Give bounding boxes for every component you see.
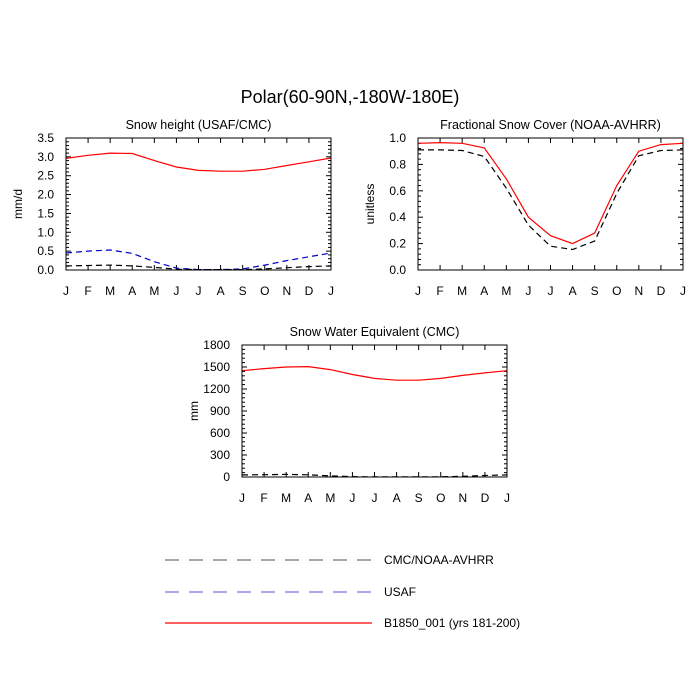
series-line-cmc-noaa-avhrr bbox=[418, 149, 684, 251]
y-tick-label: 2.0 bbox=[37, 188, 54, 202]
y-tick-label: 2.5 bbox=[37, 169, 54, 183]
chart-panels: Snow height (USAF/CMC)mm/dJ F M A M J J A S O N D J0… bbox=[11, 118, 686, 505]
x-tick-label: F bbox=[260, 491, 267, 505]
y-axis-label: unitless bbox=[363, 184, 377, 225]
chart-panel-1: Snow height (USAF/CMC)mm/dJ F M A M J J A S O N D J0… bbox=[11, 118, 334, 298]
x-tick-label: O bbox=[260, 284, 269, 298]
y-axis-label: mm/d bbox=[11, 189, 25, 219]
y-tick-label: 1.0 bbox=[37, 225, 54, 239]
x-tick-label: J bbox=[525, 284, 531, 298]
panel-title: Snow height (USAF/CMC) bbox=[126, 118, 272, 132]
x-tick-label: J bbox=[328, 284, 334, 298]
legend-item: CMC/NOAA-AVHRR bbox=[165, 553, 494, 567]
y-tick-label: 0.6 bbox=[389, 184, 406, 198]
y-tick-label: 1200 bbox=[203, 382, 230, 396]
x-tick-label: M bbox=[149, 284, 159, 298]
x-tick-label: A bbox=[393, 491, 401, 505]
x-tick-label: J bbox=[63, 284, 69, 298]
series-line-b1850-001-yrs-181-200 bbox=[417, 141, 684, 245]
x-tick-label: J bbox=[349, 491, 355, 505]
legend-item: USAF bbox=[165, 585, 416, 599]
panel-title: Snow Water Equivalent (CMC) bbox=[290, 325, 460, 339]
x-tick-label: J bbox=[415, 284, 421, 298]
x-tick-label: O bbox=[436, 491, 445, 505]
x-tick-label: J bbox=[372, 491, 378, 505]
x-tick-label: A bbox=[128, 284, 136, 298]
panel-title: Fractional Snow Cover (NOAA-AVHRR) bbox=[440, 118, 661, 132]
series-line-b1850-001-yrs-181-200 bbox=[241, 365, 508, 381]
x-tick-label: F bbox=[436, 284, 443, 298]
x-tick-label: D bbox=[481, 491, 490, 505]
legend-label: CMC/NOAA-AVHRR bbox=[384, 553, 494, 567]
plot-frame bbox=[241, 344, 508, 478]
y-tick-label: 0 bbox=[223, 470, 230, 484]
x-tick-label: J bbox=[680, 284, 686, 298]
y-tick-label: 0.0 bbox=[37, 263, 54, 277]
legend-item: B1850_001 (yrs 181-200) bbox=[165, 616, 520, 630]
x-tick-label: A bbox=[480, 284, 488, 298]
x-tick-label: D bbox=[305, 284, 314, 298]
x-tick-label: J bbox=[196, 284, 202, 298]
legend: CMC/NOAA-AVHRR USAF B1850_001 (yrs 181-200… bbox=[165, 553, 520, 630]
y-tick-label: 0.0 bbox=[389, 263, 406, 277]
x-tick-label: M bbox=[457, 284, 467, 298]
x-tick-label: J bbox=[548, 284, 554, 298]
x-tick-label: J bbox=[504, 491, 510, 505]
y-tick-label: 300 bbox=[210, 448, 230, 462]
x-tick-label: D bbox=[657, 284, 666, 298]
x-tick-label: M bbox=[325, 491, 335, 505]
figure-title: Polar(60-90N,-180W-180E) bbox=[241, 87, 460, 107]
y-tick-label: 0.4 bbox=[389, 210, 406, 224]
y-tick-label: 1500 bbox=[203, 360, 230, 374]
y-tick-label: 0.5 bbox=[37, 244, 54, 258]
y-tick-label: 0.8 bbox=[389, 157, 406, 171]
series-line-b1850-001-yrs-181-200 bbox=[65, 152, 332, 172]
y-tick-label: 0.2 bbox=[389, 237, 406, 251]
x-tick-label: J bbox=[173, 284, 179, 298]
x-tick-label: F bbox=[84, 284, 91, 298]
y-tick-label: 1.5 bbox=[37, 206, 54, 220]
x-tick-label: A bbox=[217, 284, 225, 298]
chart-panel-2: Fractional Snow Cover (NOAA-AVHRR) unitle… bbox=[363, 118, 686, 298]
x-tick-label: M bbox=[105, 284, 115, 298]
chart-panel-3: Snow Water Equivalent (CMC)mmJ F M A M J J A S O N… bbox=[187, 325, 510, 505]
x-tick-label: J bbox=[239, 491, 245, 505]
x-tick-label: N bbox=[458, 491, 467, 505]
y-tick-label: 900 bbox=[210, 404, 230, 418]
x-tick-label: A bbox=[304, 491, 312, 505]
x-tick-label: M bbox=[501, 284, 511, 298]
x-tick-label: S bbox=[239, 284, 247, 298]
x-tick-label: O bbox=[612, 284, 621, 298]
plot-frame bbox=[65, 137, 332, 271]
y-tick-label: 600 bbox=[210, 426, 230, 440]
x-tick-label: S bbox=[591, 284, 599, 298]
y-tick-label: 3.0 bbox=[37, 150, 54, 164]
x-tick-label: M bbox=[281, 491, 291, 505]
plot-frame bbox=[417, 137, 684, 271]
x-tick-label: N bbox=[634, 284, 643, 298]
y-tick-label: 3.5 bbox=[37, 131, 54, 145]
x-tick-label: A bbox=[569, 284, 577, 298]
y-axis-label: mm bbox=[187, 401, 201, 421]
legend-label: USAF bbox=[384, 585, 416, 599]
y-tick-label: 1.0 bbox=[389, 131, 406, 145]
x-tick-label: N bbox=[282, 284, 291, 298]
y-tick-label: 1800 bbox=[203, 338, 230, 352]
x-tick-label: S bbox=[415, 491, 423, 505]
legend-label: B1850_001 (yrs 181-200) bbox=[384, 616, 520, 630]
